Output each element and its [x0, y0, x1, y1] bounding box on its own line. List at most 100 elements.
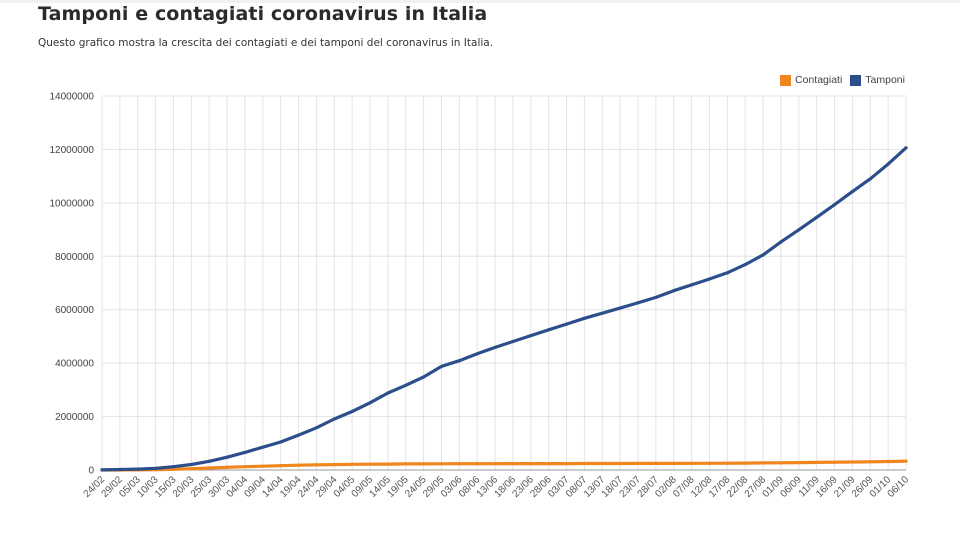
data-point-contagiati [743, 461, 747, 465]
data-point-tamponi [368, 401, 372, 405]
data-point-contagiati [422, 462, 426, 466]
chart-subtitle: Questo grafico mostra la crescita dei co… [38, 37, 494, 49]
data-point-contagiati [582, 461, 587, 466]
data-point-contagiati [779, 461, 783, 465]
data-point-tamponi [779, 240, 783, 244]
data-point-tamponi [547, 328, 551, 332]
y-tick-label: 12000000 [50, 145, 95, 156]
data-point-tamponi [404, 383, 408, 387]
data-point-contagiati [243, 465, 247, 469]
top-rule [0, 0, 960, 3]
data-point-contagiati [457, 462, 461, 466]
data-point-contagiati [832, 460, 837, 464]
data-point-tamponi [439, 364, 444, 368]
data-point-tamponi [690, 283, 694, 287]
data-point-tamponi [386, 391, 390, 395]
y-tick-label: 2000000 [55, 412, 94, 423]
y-tick-label: 6000000 [55, 305, 94, 316]
data-point-contagiati [725, 461, 729, 465]
y-tick-label: 14000000 [50, 92, 95, 103]
data-point-tamponi [832, 203, 837, 207]
data-point-contagiati [439, 462, 444, 466]
data-point-tamponi [654, 295, 658, 300]
legend-label-contagiati: Contagiati [795, 74, 843, 86]
data-point-tamponi [511, 339, 515, 344]
data-point-tamponi [815, 215, 819, 219]
data-point-contagiati [797, 461, 801, 465]
data-point-tamponi [314, 426, 318, 430]
data-point-contagiati [350, 462, 354, 466]
data-point-tamponi [350, 409, 354, 414]
legend-item-tamponi[interactable]: Tamponi [850, 74, 905, 86]
data-point-tamponi [422, 375, 426, 379]
data-point-tamponi [261, 445, 265, 449]
data-point-tamponi [582, 316, 587, 320]
data-point-tamponi [154, 466, 158, 470]
chart-title: Tamponi e contagiati coronavirus in Ital… [38, 3, 488, 25]
data-point-tamponi [618, 306, 622, 310]
legend-swatch-contagiati [780, 74, 792, 86]
data-point-contagiati [600, 461, 604, 466]
data-point-contagiati [868, 460, 872, 464]
data-point-contagiati [386, 462, 390, 466]
data-point-contagiati [707, 461, 712, 465]
data-point-tamponi [207, 459, 211, 463]
data-point-tamponi [100, 468, 104, 472]
data-point-contagiati [511, 462, 515, 466]
data-point-contagiati [225, 465, 229, 469]
data-point-contagiati [850, 460, 855, 464]
data-point-contagiati [171, 467, 176, 471]
data-point-contagiati [654, 461, 658, 465]
data-point-contagiati [886, 459, 890, 464]
data-point-contagiati [904, 459, 908, 463]
data-point-tamponi [868, 177, 872, 181]
data-point-contagiati [189, 467, 193, 471]
y-tick-label: 10000000 [50, 198, 95, 209]
series-line-contagiati [100, 459, 908, 472]
data-point-contagiati [207, 466, 211, 470]
data-point-tamponi [243, 450, 247, 455]
data-point-tamponi [564, 322, 569, 326]
data-point-tamponi [797, 228, 801, 232]
data-point-tamponi [136, 467, 140, 471]
data-point-tamponi [475, 352, 479, 356]
data-point-tamponi [850, 190, 855, 194]
y-tick-label: 4000000 [55, 359, 94, 370]
data-point-tamponi [332, 417, 336, 421]
data-point-tamponi [171, 465, 176, 469]
data-point-tamponi [600, 311, 604, 315]
data-point-contagiati [761, 461, 765, 465]
data-point-contagiati [261, 464, 265, 468]
data-point-contagiati [690, 461, 694, 465]
data-point-contagiati [296, 463, 301, 467]
data-point-tamponi [118, 467, 122, 472]
data-point-tamponi [457, 359, 461, 363]
y-tick-label: 0 [88, 466, 94, 477]
data-point-tamponi [225, 455, 229, 459]
legend-item-contagiati[interactable]: Contagiati [780, 74, 842, 86]
data-point-tamponi [725, 271, 729, 275]
data-point-tamponi [672, 289, 676, 293]
data-point-tamponi [904, 146, 908, 150]
data-point-contagiati [815, 460, 819, 465]
data-point-tamponi [636, 301, 640, 305]
data-point-contagiati [314, 463, 318, 467]
data-point-contagiati [368, 462, 372, 466]
data-point-contagiati [636, 461, 640, 466]
data-point-contagiati [529, 462, 533, 466]
data-point-contagiati [493, 462, 497, 466]
data-point-contagiati [547, 461, 551, 466]
data-point-contagiati [475, 462, 479, 466]
data-point-contagiati [332, 462, 336, 467]
data-point-tamponi [296, 433, 301, 437]
data-point-contagiati [279, 464, 283, 468]
series-line-tamponi [100, 146, 908, 472]
data-point-tamponi [529, 334, 533, 338]
legend-swatch-tamponi [850, 74, 862, 86]
data-point-tamponi [493, 345, 497, 349]
x-tick-label: 06/10 [886, 474, 912, 500]
data-point-tamponi [707, 277, 712, 281]
data-point-tamponi [189, 462, 193, 467]
data-point-tamponi [886, 162, 890, 166]
